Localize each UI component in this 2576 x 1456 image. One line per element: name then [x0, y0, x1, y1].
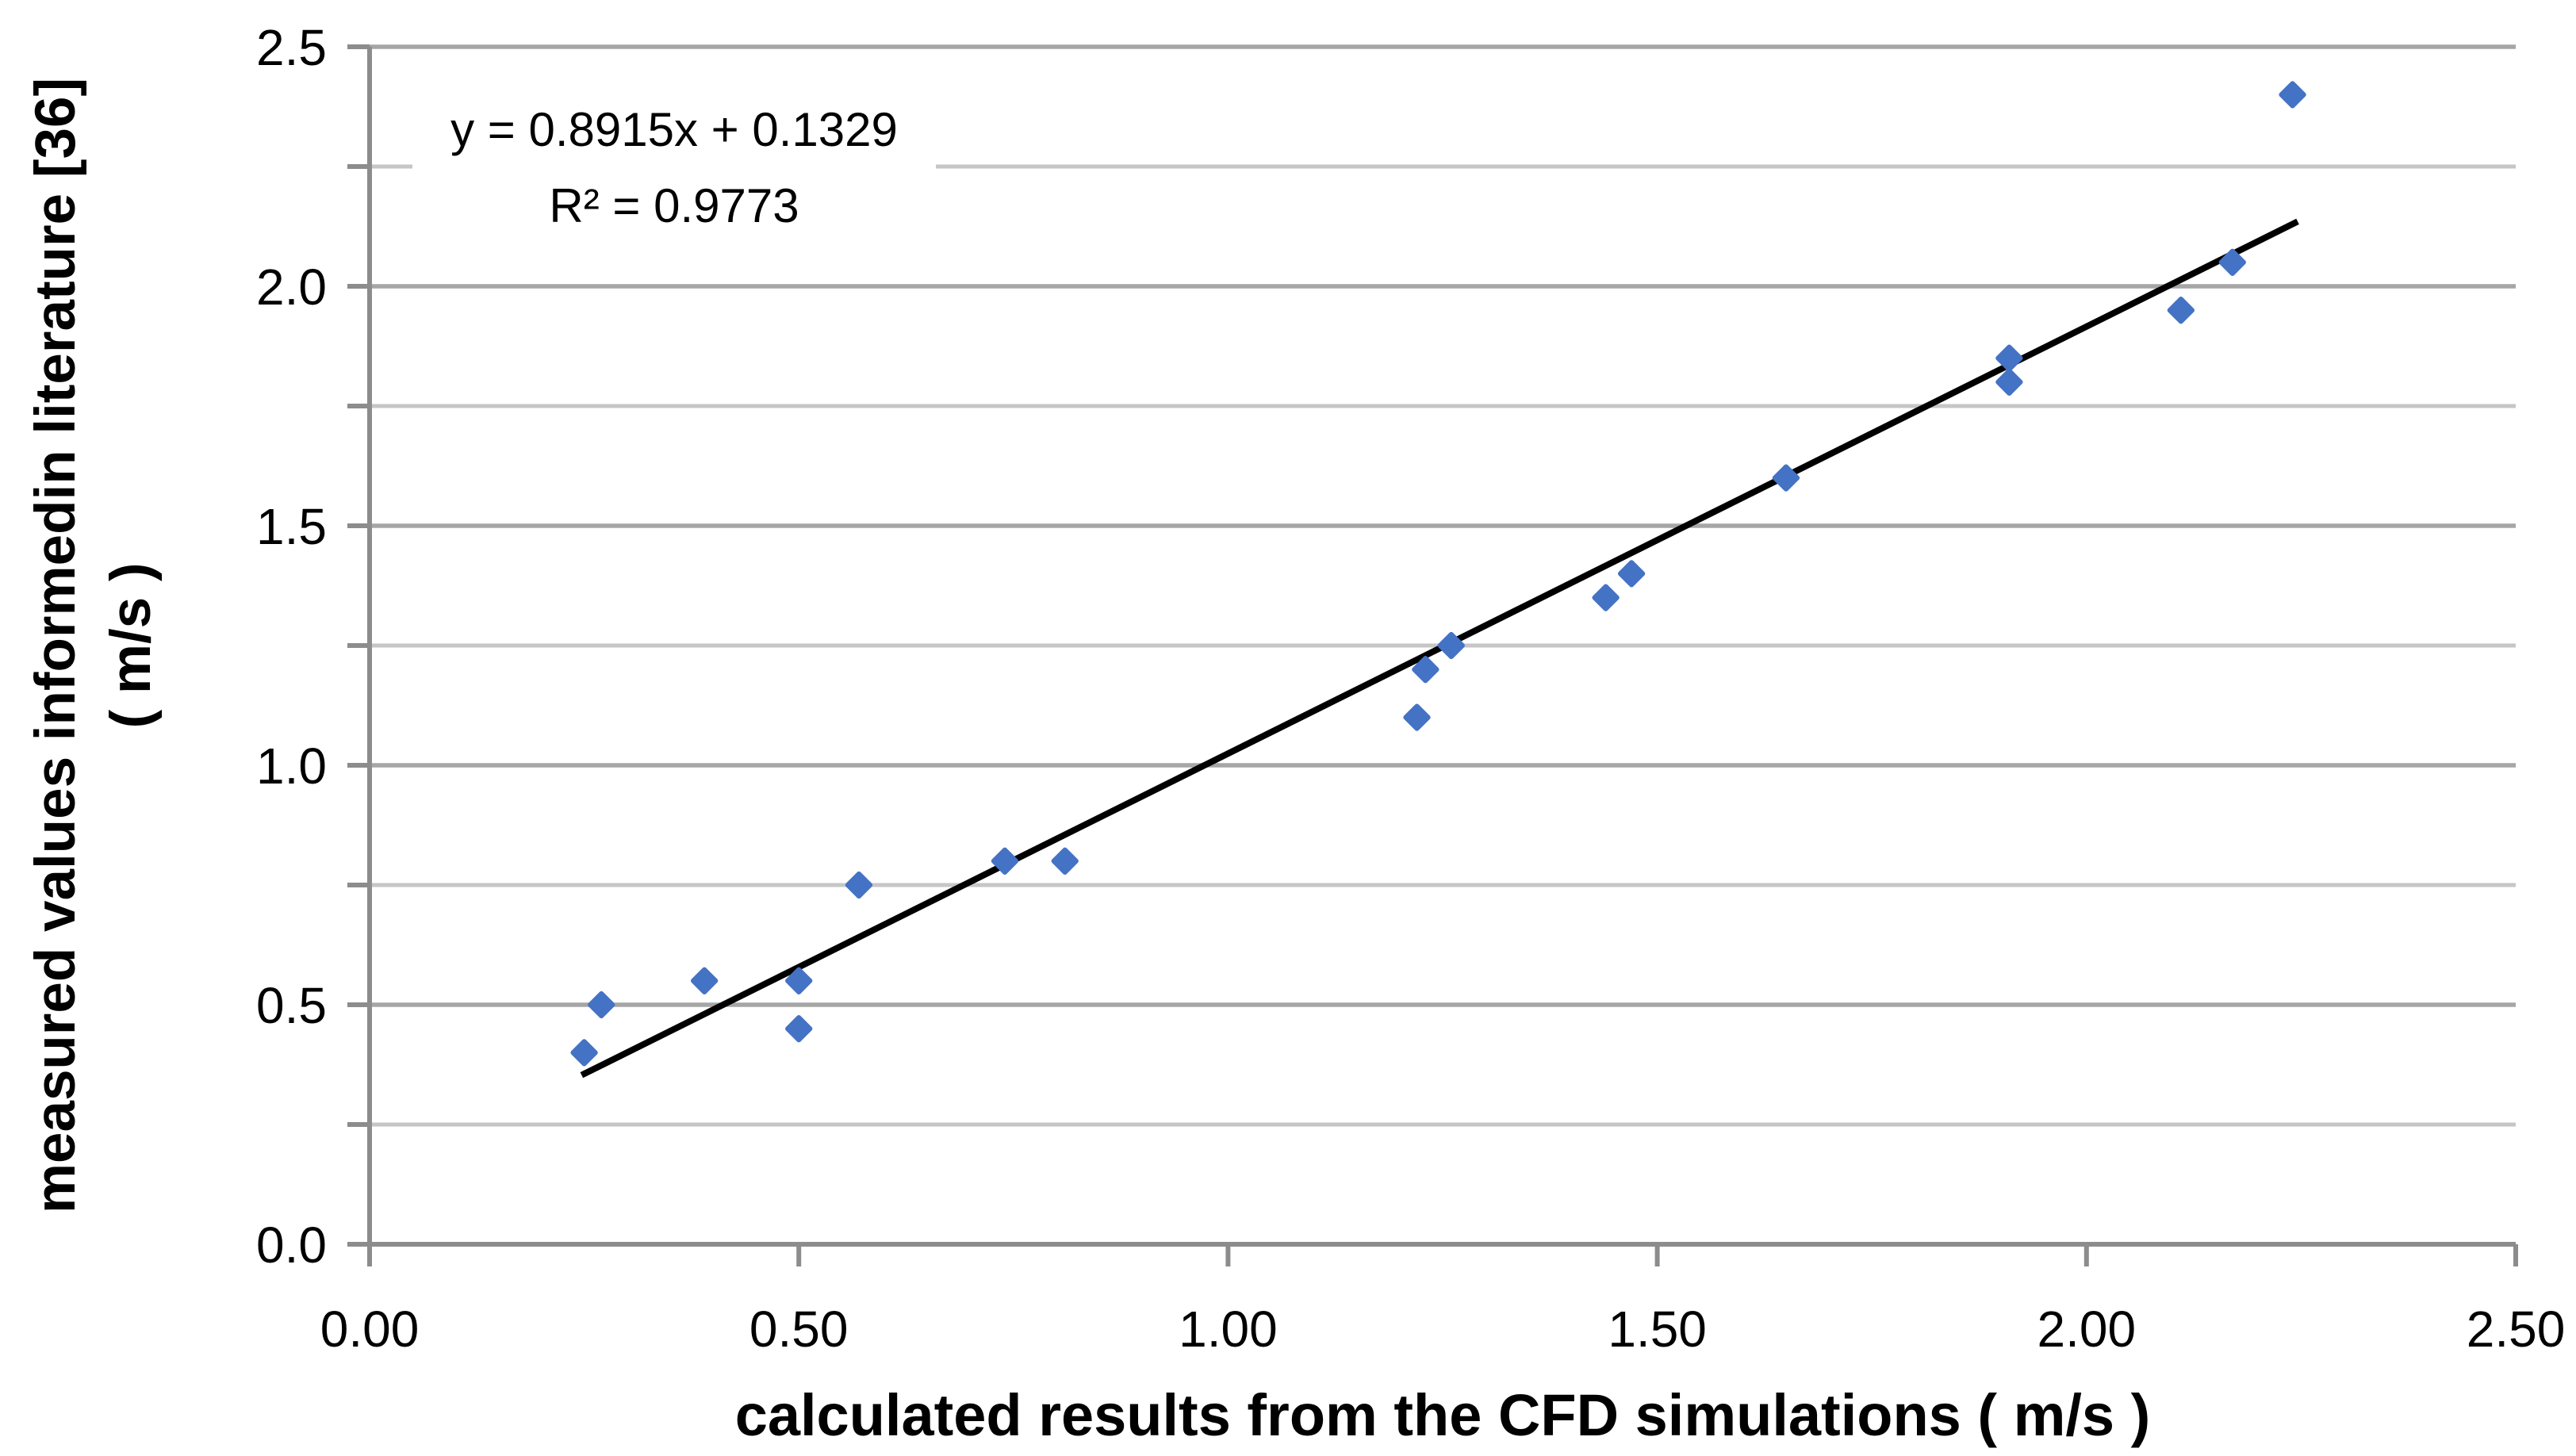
data-point-marker — [570, 1039, 598, 1067]
trendline-equation: y = 0.8915x + 0.1329 — [450, 103, 898, 156]
y-tick-label: 1.0 — [256, 738, 327, 795]
x-axis-title: calculated results from the CFD simulati… — [734, 1382, 2151, 1448]
data-point-marker — [1995, 344, 2023, 372]
data-point-marker — [1403, 703, 1431, 731]
data-point-marker — [690, 967, 719, 994]
y-tick-label: 0.5 — [256, 977, 327, 1034]
data-point-marker — [1437, 631, 1465, 660]
data-point-marker — [845, 871, 873, 899]
x-tick-label: 2.50 — [2467, 1301, 2566, 1358]
x-tick-label: 0.50 — [749, 1301, 849, 1358]
x-tick-label: 0.00 — [320, 1301, 420, 1358]
trendline-r2: R² = 0.9773 — [549, 179, 799, 232]
y-tick-label: 2.0 — [256, 259, 327, 316]
trendline-label: y = 0.8915x + 0.1329 R² = 0.9773 — [412, 92, 936, 244]
x-tick-label: 2.00 — [2037, 1301, 2137, 1358]
data-point-marker — [1412, 656, 1439, 684]
y-axis-title: measured values informedin literature [3… — [18, 0, 169, 1296]
data-point-marker — [785, 967, 813, 994]
y-tick-label: 1.5 — [256, 498, 327, 555]
data-point-marker — [1592, 584, 1620, 611]
data-point-marker — [1051, 847, 1079, 875]
x-tick-label: 1.00 — [1179, 1301, 1278, 1358]
y-axis-title-line2: ( m/s ) — [100, 562, 163, 729]
data-point-marker — [991, 847, 1019, 875]
data-point-marker — [588, 990, 615, 1019]
y-tick-label: 2.5 — [256, 19, 327, 76]
y-tick-label: 0.0 — [256, 1217, 327, 1274]
data-point-marker — [1772, 464, 1800, 492]
x-tick-label: 1.50 — [1608, 1301, 1707, 1358]
data-point-marker — [2279, 81, 2306, 109]
data-point-marker — [2218, 248, 2246, 276]
data-point-marker — [2167, 297, 2195, 324]
y-axis-title-line1: measured values informedin literature [3… — [25, 77, 87, 1214]
data-point-marker — [785, 1015, 813, 1043]
data-point-marker — [1995, 368, 2023, 396]
data-point-marker — [1617, 560, 1646, 588]
